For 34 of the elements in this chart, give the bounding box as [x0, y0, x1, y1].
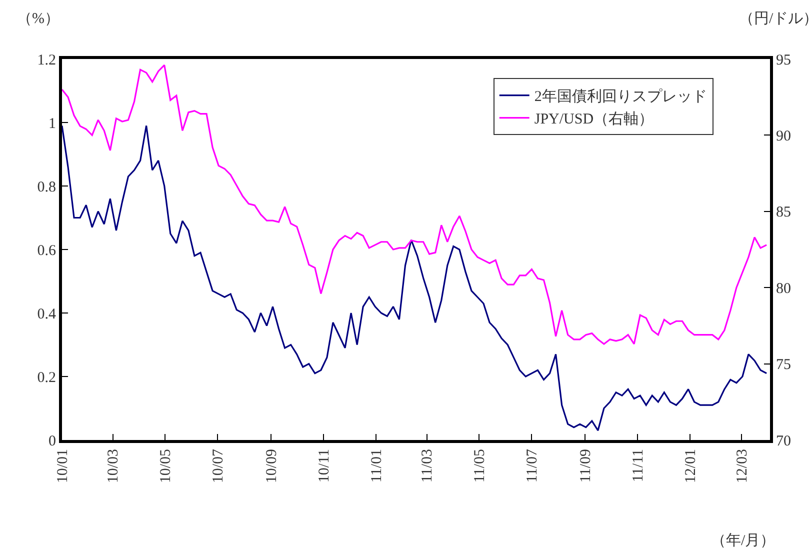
- y-axis-title: （%）: [17, 11, 60, 27]
- legend-label: 2年国債利回りスプレッド: [534, 88, 707, 106]
- x-tick-label: 12/03: [734, 449, 750, 484]
- x-tick-label: 10/11: [316, 449, 332, 483]
- x-tick-label: 10/05: [158, 449, 174, 484]
- x-tick-label: 11/07: [524, 448, 541, 483]
- x-tick-label: 10/03: [106, 449, 122, 484]
- y2-axis-title: （円/ドル）: [739, 11, 810, 27]
- x-tick-label: 11/01: [368, 449, 385, 483]
- x-tick-label: 10/01: [54, 449, 71, 484]
- y2-tick-label: 75: [776, 357, 791, 374]
- y-tick-label: 0.6: [37, 242, 56, 259]
- x-tick-label: 12/01: [682, 449, 699, 484]
- y2-tick-label: 85: [776, 204, 791, 221]
- x-tick-label: 10/07: [210, 448, 227, 484]
- y2-tick-label: 90: [776, 128, 791, 144]
- x-axis-title: （年/月）: [711, 532, 776, 549]
- y2-tick-label: 80: [776, 280, 791, 297]
- line-series: [62, 124, 768, 432]
- x-tick-label: 11/11: [630, 449, 646, 482]
- line-series: [62, 64, 768, 345]
- y-tick-label: 0.4: [37, 306, 56, 322]
- y-tick-label: 1.2: [37, 52, 56, 68]
- y2-tick-label: 70: [776, 433, 791, 450]
- x-tick-label: 10/09: [264, 449, 280, 484]
- y-tick-label: 0.2: [37, 370, 56, 386]
- y-tick-label: 0: [48, 433, 56, 450]
- y-tick-label: 0.8: [37, 179, 56, 196]
- legend-label: JPY/USD（右軸）: [534, 110, 654, 128]
- y2-tick-label: 95: [776, 52, 791, 68]
- x-tick-label: 11/09: [578, 449, 594, 483]
- x-tick-label: 11/05: [472, 449, 488, 483]
- x-tick-label: 11/03: [420, 449, 436, 483]
- y-tick-label: 1: [48, 116, 56, 132]
